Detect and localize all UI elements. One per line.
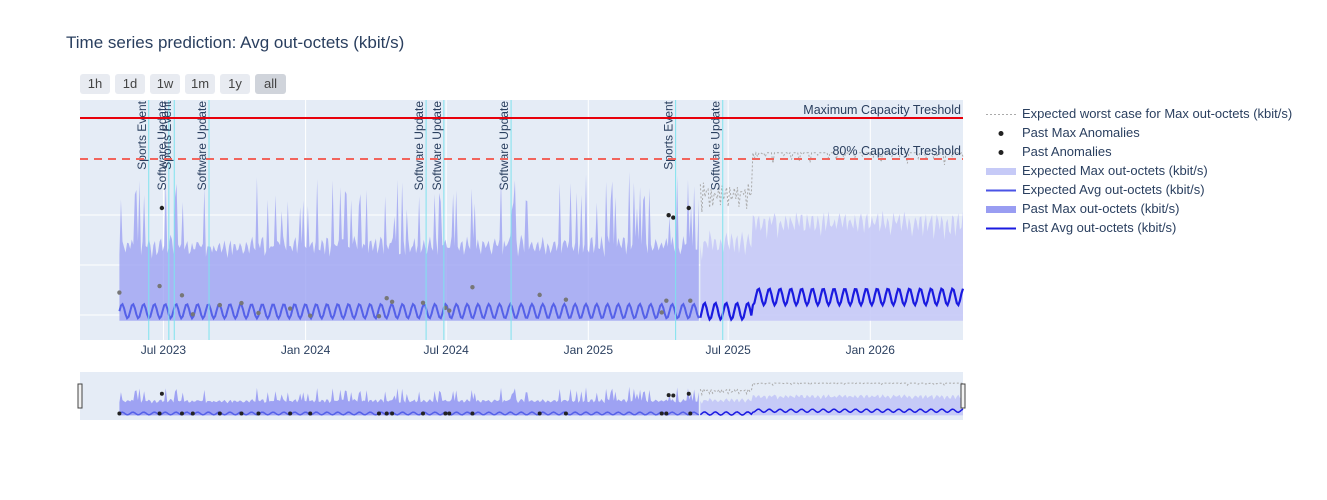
max-anomaly-point — [686, 205, 691, 211]
mini-worst-case — [699, 382, 964, 397]
range-button-1w[interactable]: 1w — [150, 74, 180, 94]
event-label: Software Update — [497, 101, 511, 191]
x-tick-label: Jul 2023 — [141, 343, 187, 357]
max-anomaly-point — [671, 215, 676, 220]
mini-past-avg — [118, 411, 700, 416]
anomaly-point — [420, 300, 426, 306]
anomaly-point — [537, 292, 542, 298]
anomaly-point — [256, 310, 261, 316]
mini-expected-avg — [699, 408, 964, 416]
range-slider — [77, 372, 966, 420]
legend-label: Past Max out-octets (kbit/s) — [1022, 201, 1180, 216]
event-label: Software Update — [412, 101, 426, 191]
x-tick-label: Jan 2024 — [281, 343, 331, 357]
series-past-avg-line — [118, 301, 700, 321]
anomaly-point — [190, 312, 195, 317]
mini-past-max — [119, 386, 699, 416]
mini-anomaly — [688, 411, 693, 416]
mini-anomaly — [659, 411, 664, 416]
mini-anomaly — [288, 411, 293, 416]
anomaly-point — [117, 290, 122, 295]
mini-anomaly — [117, 411, 122, 416]
x-tick-label: Jan 2026 — [846, 343, 896, 357]
anomaly-point — [447, 308, 452, 313]
legend-swatch — [986, 206, 1016, 213]
mini-anomaly — [384, 411, 389, 416]
mini-anomaly — [664, 411, 669, 416]
event-label: Software Update — [155, 101, 169, 191]
mini-anomaly — [179, 411, 184, 416]
chart-title: Time series prediction: Avg out-octets (… — [66, 33, 405, 52]
mini-max-anomaly — [666, 393, 671, 398]
mini-anomaly — [470, 411, 475, 416]
mini-max-anomaly — [159, 391, 164, 396]
legend-swatch — [986, 114, 1016, 115]
mini-max-anomaly — [671, 393, 676, 398]
mini-anomaly — [190, 411, 195, 416]
anomaly-point — [384, 295, 389, 301]
anomaly-point — [659, 310, 664, 315]
event-label: Software Update — [709, 101, 723, 191]
legend-swatch — [986, 168, 1016, 175]
mini-anomaly — [376, 411, 381, 416]
anomaly-point — [563, 297, 569, 302]
anomaly-point — [664, 298, 669, 303]
mini-anomaly — [217, 411, 222, 416]
mini-anomaly — [308, 411, 313, 416]
threshold-label: Maximum Capacity Treshold — [803, 103, 961, 117]
mini-anomaly — [157, 411, 162, 416]
event-label: Software Update — [430, 101, 444, 191]
legend-label: Past Anomalies — [1022, 144, 1112, 159]
series-expected-avg-line — [699, 286, 965, 322]
series-worst-case-line — [699, 151, 964, 213]
legend-label: Past Avg out-octets (kbit/s) — [1022, 220, 1177, 235]
mini-max-anomaly — [686, 391, 691, 396]
legend-swatch — [986, 227, 1016, 230]
mini-anomaly — [256, 411, 261, 416]
x-tick-label: Jan 2025 — [564, 343, 614, 357]
x-tick-label: Jul 2024 — [423, 343, 469, 357]
mini-anomaly — [239, 411, 244, 416]
legend-swatch — [998, 150, 1004, 155]
anomaly-point — [376, 314, 382, 319]
range-button-all[interactable]: all — [255, 74, 286, 94]
legend-label: Expected worst case for Max out-octets (… — [1022, 106, 1293, 121]
range-button-1y[interactable]: 1y — [220, 74, 250, 94]
threshold-lines: Maximum Capacity Treshold 80% Capacity Tr… — [80, 103, 963, 160]
mini-anomaly — [537, 411, 542, 416]
max-anomaly-point — [159, 205, 165, 211]
anomaly-point — [217, 302, 223, 308]
anomaly-point — [389, 299, 395, 304]
anomaly-point — [287, 306, 293, 311]
legend-label: Past Max Anomalies — [1022, 125, 1140, 140]
mini-anomaly — [447, 411, 452, 416]
range-button-1d[interactable]: 1d — [115, 74, 145, 94]
range-button-1h[interactable]: 1h — [80, 74, 110, 94]
anomaly-point — [470, 285, 475, 290]
mini-anomaly — [421, 411, 426, 416]
mini-anomaly — [390, 411, 395, 416]
anomaly-point — [179, 293, 185, 298]
x-axis-ticks: Jul 2023 Jan 2024 Jul 2024 Jan 2025 Jul 2025… — [141, 343, 896, 357]
mini-anomaly — [443, 411, 448, 416]
series-past-max-area — [119, 171, 699, 321]
range-slider-handle-left[interactable] — [77, 383, 83, 409]
legend-label: Expected Avg out-octets (kbit/s) — [1022, 182, 1205, 197]
legend-label: Expected Max out-octets (kbit/s) — [1022, 163, 1208, 178]
anomaly-point — [239, 300, 244, 306]
max-anomaly-point — [666, 213, 671, 218]
anomaly-point — [688, 298, 693, 303]
range-slider-handle-right[interactable] — [960, 383, 966, 409]
event-label: Software Update — [195, 101, 209, 191]
x-tick-label: Jul 2025 — [705, 343, 751, 357]
mini-anomaly — [563, 411, 568, 416]
threshold-label: 80% Capacity Treshold — [832, 144, 961, 158]
legend-swatch — [998, 131, 1004, 136]
anomaly-point — [308, 313, 313, 318]
range-button-1m[interactable]: 1m — [185, 74, 215, 94]
legend-swatch — [986, 189, 1016, 192]
series-layer — [117, 151, 965, 322]
anomaly-point — [157, 283, 162, 289]
